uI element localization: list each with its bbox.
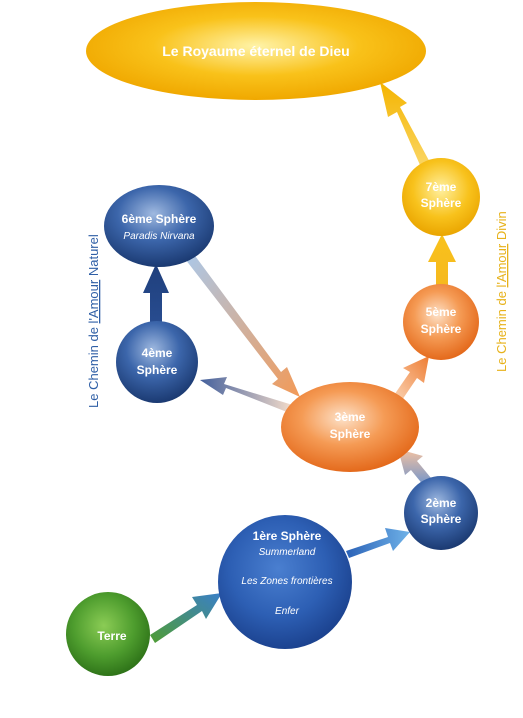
sphere-1-line2: Summerland (259, 547, 316, 558)
natural-path-label: Le Chemin de l'Amour Naturel (86, 234, 101, 408)
divine-path-prefix: Le Chemin de (494, 287, 509, 372)
natural-path-suffix: Naturel (86, 234, 101, 280)
sphere-3: 3ème Sphère (281, 382, 419, 472)
sphere-5: 5ème Sphère (403, 284, 479, 360)
sphere-4-line2: Sphère (137, 363, 178, 377)
natural-path-prefix: Le Chemin de (86, 323, 101, 408)
arrow-sphere1-to-sphere2 (346, 528, 410, 558)
arrow-sphere6-to-sphere3 (182, 249, 300, 397)
divine-path-suffix: Divin (494, 211, 509, 244)
arrow-sphere4-to-sphere6 (143, 264, 169, 337)
kingdom-label: Le Royaume éternel de Dieu (162, 43, 350, 59)
kingdom-ellipse: Le Royaume éternel de Dieu (86, 2, 426, 100)
sphere-7-line2: Sphère (421, 196, 462, 210)
sphere-1: 1ère Sphère Summerland Les Zones frontiè… (218, 515, 352, 649)
sphere-5-line1: 5ème (426, 305, 457, 319)
sphere-1-line4: Enfer (275, 606, 300, 617)
sphere-3-line1: 3ème (335, 410, 366, 424)
sphere-7-line1: 7ème (426, 180, 457, 194)
arrow-sphere7-to-kingdom (380, 82, 433, 172)
arrow-sphere5-to-sphere7 (428, 234, 456, 290)
sphere-2-line2: Sphère (421, 512, 462, 526)
arrow-sphere2-to-sphere3 (398, 449, 431, 486)
divine-path-label: Le Chemin de l'Amour Divin (494, 211, 509, 372)
earth-sphere: Terre (66, 592, 150, 676)
arrow-sphere3-to-sphere5 (392, 356, 429, 403)
sphere-4-line1: 4ème (142, 346, 173, 360)
sphere-1-line3: Les Zones frontières (241, 576, 332, 587)
sphere-6-line1: 6ème Sphère (122, 212, 197, 226)
arrow-sphere3-to-sphere4 (200, 377, 296, 414)
sphere-7: 7ème Sphère (402, 158, 480, 236)
sphere-5-line2: Sphère (421, 322, 462, 336)
divine-path-accent: l'Amour (494, 243, 509, 287)
sphere-3-line2: Sphère (330, 427, 371, 441)
sphere-1-line1: 1ère Sphère (253, 529, 322, 543)
sphere-4: 4ème Sphère (116, 321, 198, 403)
sphere-2: 2ème Sphère (404, 476, 478, 550)
sphere-6-line2: Paradis Nirvana (123, 231, 195, 242)
sphere-2-line1: 2ème (426, 496, 457, 510)
earth-label: Terre (97, 629, 126, 643)
sphere-6: 6ème Sphère Paradis Nirvana (104, 185, 214, 267)
arrow-earth-to-sphere1 (150, 593, 222, 643)
natural-path-accent: l'Amour (86, 279, 101, 323)
